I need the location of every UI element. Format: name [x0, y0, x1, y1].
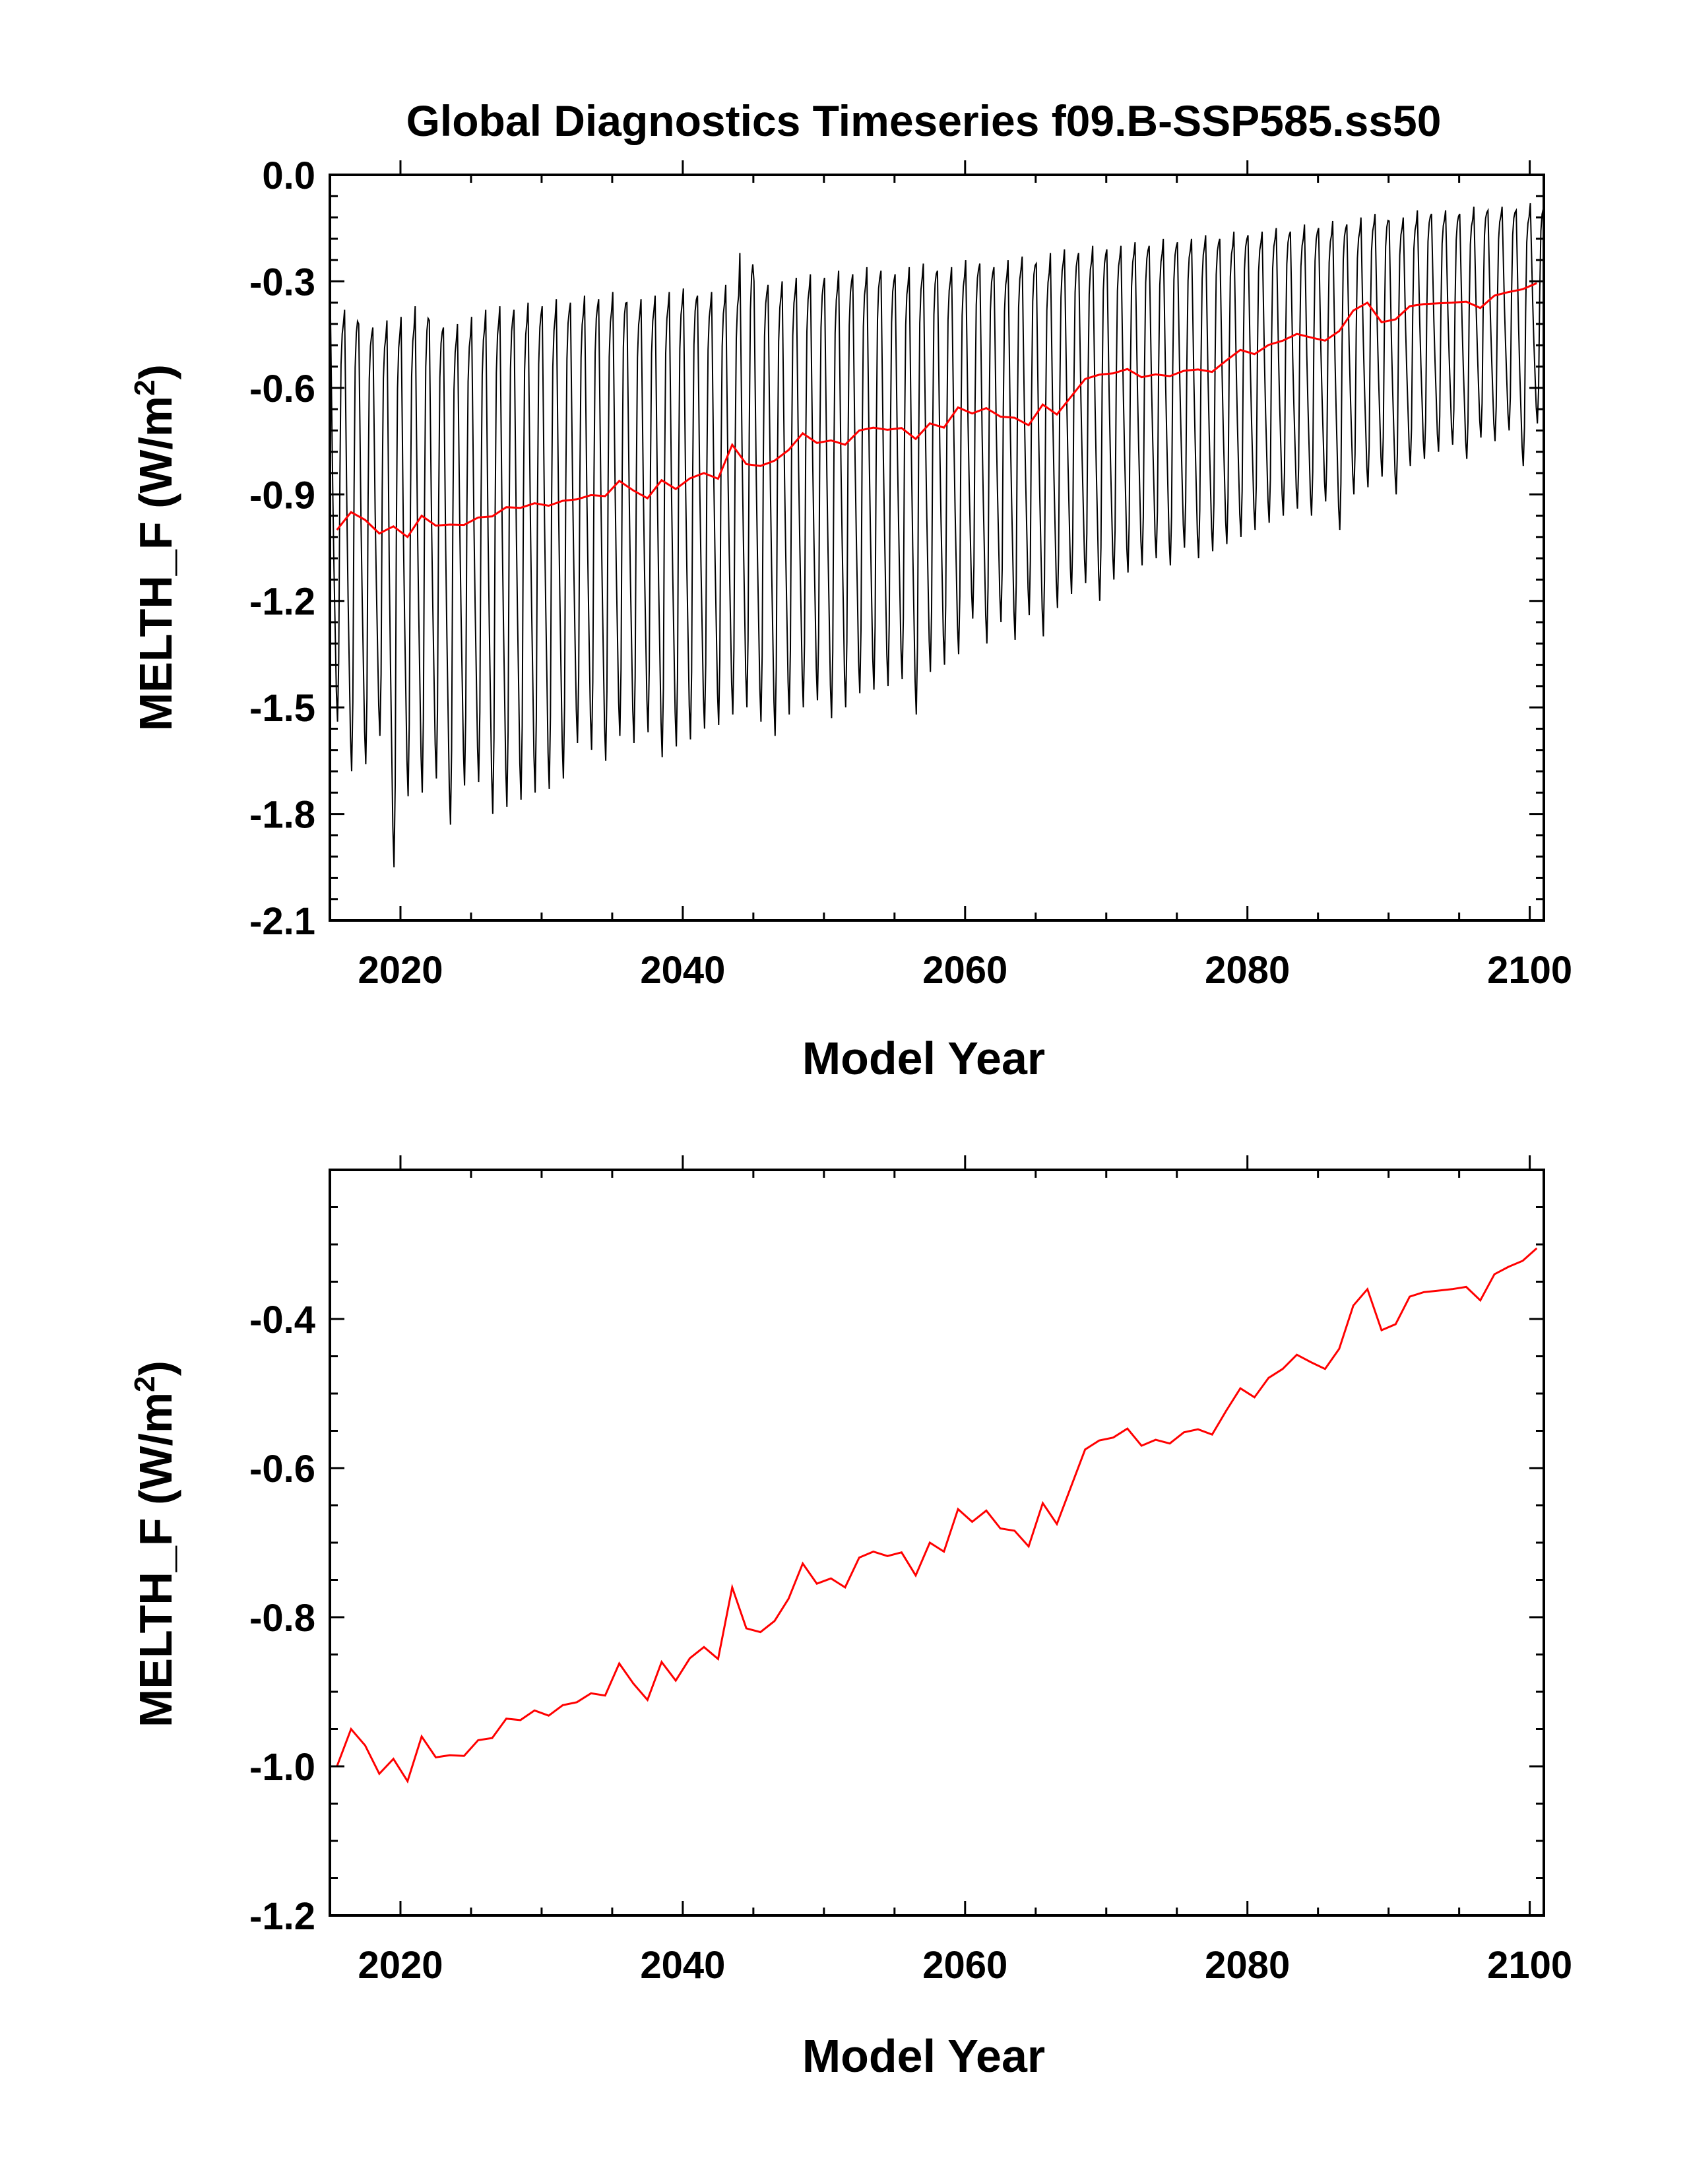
series-annual-mean	[336, 1247, 1538, 1784]
plot-frame	[329, 1169, 1545, 1917]
y-tick-label: 0.0	[262, 154, 315, 197]
panel-top: Global Diagnostics Timeseries f09.B-SSP5…	[129, 96, 1572, 1084]
x-tick-label: 2100	[1487, 1944, 1572, 1987]
x-tick-label: 2040	[640, 949, 725, 992]
y-axis-label: MELTH_F (W/m2)	[129, 364, 181, 731]
y-axis-label-sup: 2	[129, 1376, 161, 1392]
y-axis-label: MELTH_F (W/m2)	[129, 1361, 181, 1727]
plot-frame	[329, 174, 1545, 922]
y-tick-label: -0.6	[249, 368, 315, 410]
x-tick-label: 2080	[1205, 1944, 1290, 1987]
annual-mean-line	[336, 282, 1537, 539]
x-tick-label: 2060	[922, 1944, 1007, 1987]
x-tick-labels: 2020 2040 2060 2080 2100	[358, 1944, 1572, 1987]
x-tick-labels: 2020 2040 2060 2080 2100	[358, 949, 1572, 992]
x-tick-label: 2100	[1487, 949, 1572, 992]
x-tick-label: 2060	[922, 949, 1007, 992]
y-tick-label: -0.4	[249, 1299, 315, 1341]
axis-ticks	[329, 160, 1544, 922]
x-tick-label: 2080	[1205, 949, 1290, 992]
series-monthly	[329, 203, 1545, 868]
y-axis-label-main: MELTH_F (W/m	[130, 1392, 181, 1727]
y-tick-label: -0.8	[249, 1597, 315, 1640]
y-tick-label: -1.2	[249, 1895, 315, 1938]
monthly-line	[329, 203, 1545, 868]
annual-mean-line	[336, 1247, 1538, 1784]
y-tick-label: -0.3	[249, 261, 315, 304]
x-tick-label: 2020	[358, 949, 443, 992]
y-tick-label: -1.8	[249, 794, 315, 837]
y-axis-label-main: MELTH_F (W/m	[130, 396, 181, 731]
x-axis-label: Model Year	[802, 2030, 1045, 2082]
series-annual-mean	[336, 282, 1537, 539]
y-tick-labels: -0.4 -0.6 -0.8 -1.0 -1.2	[249, 1299, 315, 1938]
y-tick-label: -1.5	[249, 687, 315, 730]
x-tick-label: 2040	[640, 1944, 725, 1987]
axis-ticks	[329, 1155, 1544, 1917]
y-axis-label-close: )	[130, 1361, 181, 1376]
y-axis-label-sup: 2	[129, 379, 161, 395]
y-axis-label-close: )	[130, 364, 181, 379]
y-tick-labels: 0.0 -0.3 -0.6 -0.9 -1.2 -1.5 -1.8 -2.1	[249, 154, 315, 943]
y-tick-label: -0.9	[249, 474, 315, 517]
panel-bottom: -0.4 -0.6 -0.8 -1.0 -1.2 2020 2040 2060 2080 210…	[129, 1155, 1572, 2082]
x-axis-label: Model Year	[802, 1033, 1045, 1084]
y-tick-label: -2.1	[249, 900, 315, 943]
y-tick-label: -1.0	[249, 1746, 315, 1789]
y-tick-label: -0.6	[249, 1448, 315, 1491]
chart-title: Global Diagnostics Timeseries f09.B-SSP5…	[406, 96, 1442, 145]
x-tick-label: 2020	[358, 1944, 443, 1987]
y-tick-label: -1.2	[249, 581, 315, 624]
